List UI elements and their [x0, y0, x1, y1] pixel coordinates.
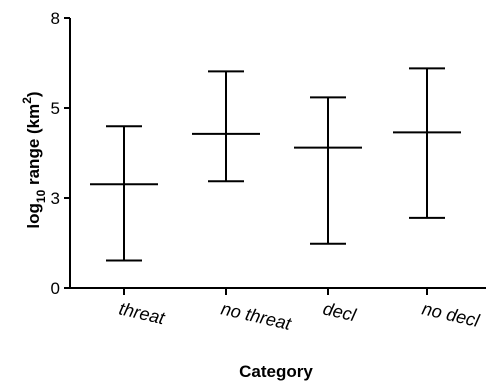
- x-axis: threat no threat decl no decl: [69, 287, 486, 334]
- x-tick-label: threat: [117, 298, 167, 328]
- y-tick-label: 8: [51, 9, 60, 28]
- x-tick-label: no decl: [420, 298, 482, 331]
- plot-area: [90, 67, 461, 262]
- x-axis-title: Category: [239, 362, 313, 381]
- error-bar: [90, 125, 158, 262]
- y-tick-label: 0: [51, 279, 60, 298]
- y-tick-label: 5: [51, 99, 60, 118]
- error-bar: [192, 70, 260, 183]
- error-bar: [393, 67, 461, 219]
- y-axis-title: log10 range (km2): [20, 91, 48, 228]
- error-bar: [294, 96, 362, 245]
- x-tick-label: decl: [321, 298, 359, 325]
- x-tick-label: no threat: [219, 298, 294, 334]
- y-tick-label: 3: [51, 189, 60, 208]
- y-axis: 0 3 5 8: [51, 9, 71, 298]
